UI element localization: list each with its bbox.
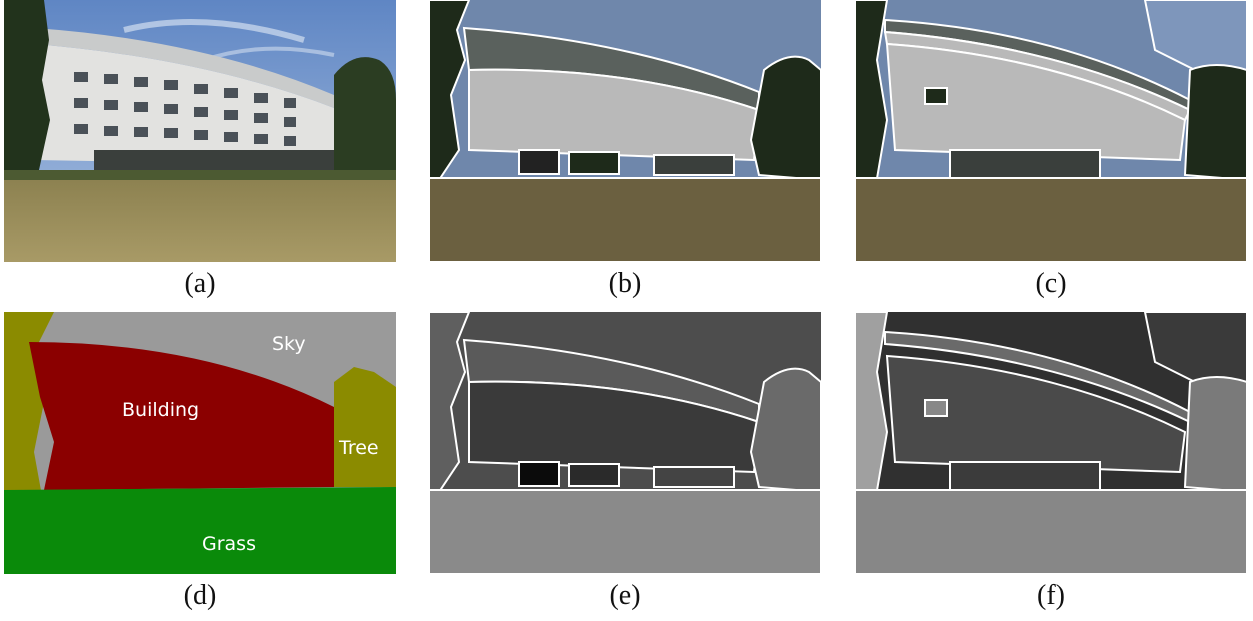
segmentation-b	[429, 0, 821, 262]
label-building: Building	[122, 399, 199, 421]
segmentation-f	[855, 312, 1247, 574]
label-sky: Sky	[272, 333, 306, 355]
segmentation-e	[429, 312, 821, 574]
segmentation-c	[855, 0, 1247, 262]
panel-d-labels: Sky Building Tree Grass	[4, 312, 396, 574]
caption-c: (c)	[1035, 268, 1067, 299]
panel-b-segmentation	[429, 0, 821, 262]
panel-a-photo	[4, 0, 396, 262]
label-map: Sky Building Tree Grass	[4, 312, 396, 574]
caption-e: (e)	[609, 580, 641, 611]
caption-b: (b)	[608, 268, 642, 299]
caption-d: (d)	[183, 580, 217, 611]
label-tree: Tree	[338, 437, 379, 459]
panel-f-segmentation	[855, 312, 1247, 574]
caption-f: (f)	[1037, 580, 1065, 611]
label-grass: Grass	[202, 533, 256, 555]
panel-c-segmentation	[855, 0, 1247, 262]
photo-image	[4, 0, 396, 262]
caption-a: (a)	[184, 268, 216, 299]
panel-e-segmentation	[429, 312, 821, 574]
